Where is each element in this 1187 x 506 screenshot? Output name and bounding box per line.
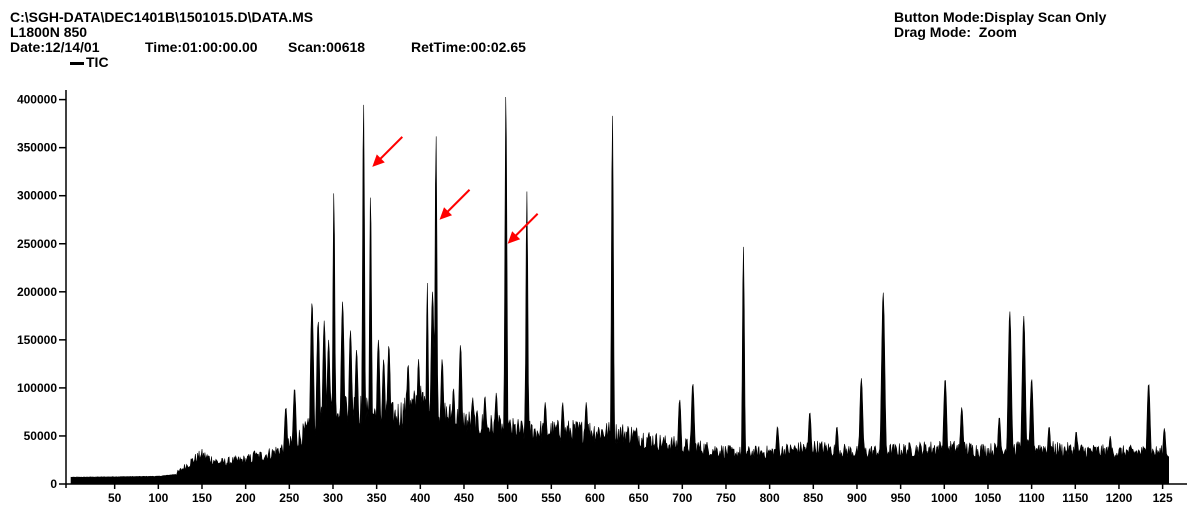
x-tick-label: 500 xyxy=(498,491,518,505)
x-tick-label: 100 xyxy=(148,491,168,505)
sample-name: L1800N 850 xyxy=(10,24,88,40)
date-label: Date:12/14/01 xyxy=(10,39,100,55)
y-tick-label: 50000 xyxy=(24,429,58,443)
drag-mode-status: Drag Mode: Zoom xyxy=(894,24,1017,40)
annotation-arrows xyxy=(372,136,539,244)
x-tick-label: 600 xyxy=(585,491,605,505)
x-tick-label: 450 xyxy=(454,491,474,505)
x-tick-label: 800 xyxy=(760,491,780,505)
legend-label-tic: TIC xyxy=(86,54,109,70)
time-label: Time:01:00:00.00 xyxy=(145,39,258,55)
x-tick-label: 400 xyxy=(410,491,430,505)
x-tick-label: 550 xyxy=(541,491,561,505)
arrow-head xyxy=(507,231,521,244)
y-tick-label: 300000 xyxy=(17,189,57,203)
x-tick-label: 750 xyxy=(716,491,736,505)
scan-info-row: Date:12/14/01 Time:01:00:00.00 Scan:0061… xyxy=(10,40,526,115)
x-tick-label: 850 xyxy=(803,491,823,505)
x-tick-label: 700 xyxy=(672,491,692,505)
y-tick-label: 0 xyxy=(50,477,57,491)
arrow-shaft xyxy=(445,189,471,214)
x-tick-label: 900 xyxy=(847,491,867,505)
arrow-head xyxy=(439,207,453,220)
y-tick-label: 350000 xyxy=(17,141,57,155)
x-tick-label: 350 xyxy=(367,491,387,505)
arrow-shaft xyxy=(513,213,539,238)
x-axis: 50 100 150 200 250 300 350 400 450 500 550 600 650 70… xyxy=(66,483,1187,505)
arrow-head xyxy=(372,154,385,167)
plot-area[interactable] xyxy=(70,96,1169,485)
x-tick-label: 650 xyxy=(629,491,649,505)
x-tick-label: 50 xyxy=(108,491,122,505)
y-tick-label: 200000 xyxy=(17,285,57,299)
y-axis: 0 50000 100000 150000 200000 250000 300000 3500… xyxy=(17,90,67,491)
x-tick-label: 1150 xyxy=(1062,491,1088,505)
y-tick-label: 150000 xyxy=(17,333,57,347)
file-path: C:\SGH-DATA\DEC1401B\1501015.D\DATA.MS xyxy=(10,9,314,25)
y-tick-label: 400000 xyxy=(17,93,57,107)
x-tick-label: 950 xyxy=(891,491,911,505)
x-tick-label: 150 xyxy=(192,491,212,505)
arrow-shaft xyxy=(378,136,403,161)
x-tick-label: 1000 xyxy=(931,491,958,505)
button-mode-status: Button Mode:Display Scan Only xyxy=(894,9,1107,25)
legend-swatch-tic xyxy=(70,61,84,65)
x-tick-label: 1100 xyxy=(1019,491,1045,505)
y-tick-label: 250000 xyxy=(17,237,57,251)
tic-trace xyxy=(70,96,1169,485)
y-tick-label: 100000 xyxy=(17,381,57,395)
x-tick-label: 1200 xyxy=(1106,491,1133,505)
scan-label: Scan:00618 xyxy=(288,39,366,55)
x-tick-label: 200 xyxy=(236,491,256,505)
x-tick-label: 1050 xyxy=(975,491,1002,505)
x-tick-label: 125 xyxy=(1153,491,1173,505)
ret-time-label: RetTime:00:02.65 xyxy=(411,39,526,55)
x-tick-label: 250 xyxy=(279,491,299,505)
legend: TIC xyxy=(70,55,109,70)
x-tick-label: 300 xyxy=(323,491,343,505)
